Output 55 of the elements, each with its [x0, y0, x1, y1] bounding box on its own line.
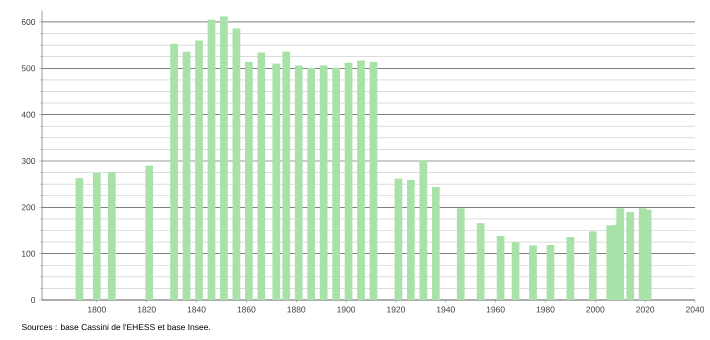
x-tick-label: 2000 [586, 306, 604, 313]
bar [344, 62, 352, 300]
bar [182, 52, 190, 300]
bar [320, 66, 328, 300]
bar [512, 242, 520, 300]
bar [456, 208, 465, 300]
bar [496, 236, 504, 300]
bar [626, 212, 634, 300]
x-tick-label: 2020 [636, 306, 654, 313]
x-tick-label: 1920 [387, 306, 405, 313]
bar [257, 52, 266, 300]
y-tick-label: 600 [22, 18, 36, 25]
bar [588, 231, 597, 300]
bar [307, 68, 316, 300]
bar [394, 178, 402, 300]
bar [208, 20, 216, 300]
source-note: Sources : base Cassini de l'EHESS et base Insee. [22, 324, 210, 330]
bar [419, 160, 428, 300]
y-tick-label: 400 [22, 112, 36, 118]
bar [332, 68, 340, 300]
bar [245, 62, 253, 300]
y-tick-label: 100 [22, 250, 36, 257]
x-tick-label: 2040 [686, 306, 704, 313]
bar [370, 62, 378, 300]
bar [232, 28, 240, 300]
y-tick-label: 0 [31, 297, 36, 303]
bar [546, 244, 554, 300]
bar [272, 64, 280, 300]
bar [92, 173, 101, 300]
y-tick-label: 500 [22, 65, 36, 72]
x-tick-label: 1820 [138, 306, 156, 313]
bar [529, 245, 537, 300]
x-tick-label: 1840 [188, 306, 206, 313]
x-tick-label: 1800 [88, 306, 106, 313]
bar [170, 44, 178, 300]
bar [432, 186, 440, 300]
bar [145, 166, 154, 300]
bar [357, 60, 365, 300]
bar [76, 178, 84, 300]
bar [195, 40, 203, 300]
bar [407, 180, 415, 300]
x-tick-label: 1900 [337, 306, 356, 313]
bar [220, 16, 228, 300]
x-tick-label: 1860 [238, 306, 256, 313]
y-tick-label: 300 [22, 158, 36, 164]
bar [294, 66, 303, 300]
bar [282, 52, 290, 300]
bar [108, 172, 116, 300]
x-tick-label: 1880 [287, 306, 306, 313]
x-tick-label: 1980 [536, 306, 555, 313]
y-tick-label: 200 [22, 204, 36, 210]
bar [566, 236, 574, 300]
bar [476, 223, 485, 300]
x-tick-label: 1940 [436, 306, 455, 313]
x-tick-label: 1960 [486, 306, 505, 313]
